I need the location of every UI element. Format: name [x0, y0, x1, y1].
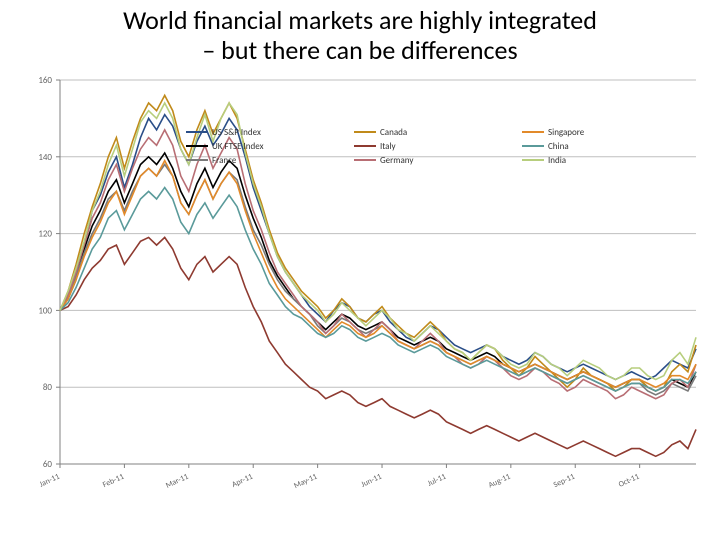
series-s2: [60, 153, 696, 391]
line-chart: 60 80 100 120 140 160 Jan-11 Feb-11 Mar-11 Apr-11…: [16, 72, 704, 502]
y-tick-label: 140: [38, 152, 52, 163]
title-line-1: World financial markets are highly integ…: [123, 4, 597, 36]
series-s8: [60, 187, 696, 391]
y-tick-label: 160: [38, 75, 52, 86]
legend-label-s7: Singapore: [548, 127, 585, 138]
x-tick-label: Feb-11: [101, 471, 125, 489]
y-tick-label: 60: [43, 459, 53, 470]
y-tick-label: 100: [38, 305, 52, 316]
series-s6: [60, 130, 696, 399]
x-tick-label: Jul-11: [426, 471, 448, 488]
legend-label-s4: Canada: [380, 127, 407, 138]
series-s1: [60, 114, 696, 379]
y-tick-label: 80: [43, 382, 53, 393]
series-s3: [60, 164, 696, 394]
x-tick-label: Mar-11: [164, 471, 190, 490]
legend-label-s6: Germany: [380, 155, 414, 166]
legend-label-s8: China: [548, 141, 569, 152]
x-tick-label: May-11: [292, 471, 318, 490]
x-tick-label: Aug-11: [487, 471, 512, 490]
x-tick-label: Jan-11: [38, 471, 61, 489]
y-tick-label: 120: [38, 228, 52, 239]
title-line-2: – but there can be differences: [202, 34, 517, 66]
page-title: World financial markets are highly integ…: [0, 0, 720, 68]
chart-container: 60 80 100 120 140 160 Jan-11 Feb-11 Mar-11 Apr-11…: [16, 72, 704, 502]
legend-label-s1: US S&P Index: [212, 127, 261, 138]
series-s7: [60, 160, 696, 387]
x-tick-label: Jun-11: [360, 471, 384, 489]
x-tick-label: Sep-11: [552, 471, 577, 490]
x-tick-label: Oct-11: [617, 471, 641, 489]
legend-label-s5: Italy: [380, 141, 397, 152]
legend-label-s9: India: [548, 155, 566, 166]
x-tick-label: Apr-11: [230, 471, 254, 489]
legend-label-s3: France: [212, 155, 237, 166]
legend-label-s2: UK FTSE Index: [212, 141, 264, 152]
series-s5: [60, 237, 696, 456]
